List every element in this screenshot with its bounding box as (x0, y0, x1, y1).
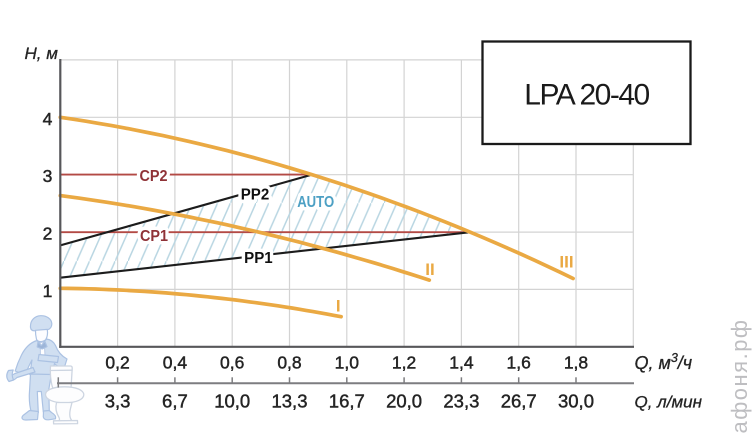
svg-text:CP2: CP2 (140, 168, 168, 185)
svg-text:13,3: 13,3 (271, 391, 307, 412)
svg-text:II: II (425, 260, 434, 279)
svg-text:1,4: 1,4 (449, 353, 474, 373)
svg-text:AUTO: AUTO (297, 194, 334, 211)
svg-text:1,8: 1,8 (564, 353, 588, 373)
svg-text:I: I (336, 297, 341, 316)
svg-text:CP1: CP1 (140, 228, 168, 245)
svg-text:0,2: 0,2 (105, 353, 129, 373)
svg-text:1: 1 (43, 281, 53, 301)
svg-text:Q, л/мин: Q, л/мин (635, 393, 703, 412)
svg-text:Q, м3/ч: Q, м3/ч (635, 351, 693, 373)
svg-text:H, м: H, м (25, 44, 59, 63)
svg-text:LPA 20-40: LPA 20-40 (524, 79, 649, 112)
svg-text:16,7: 16,7 (329, 391, 365, 412)
svg-text:афоня.рф: афоня.рф (727, 318, 752, 433)
svg-text:0,4: 0,4 (163, 353, 188, 373)
svg-text:PP2: PP2 (241, 187, 270, 204)
svg-text:3,3: 3,3 (105, 391, 131, 412)
svg-text:10,0: 10,0 (214, 391, 250, 412)
svg-text:III: III (559, 253, 573, 272)
svg-text:1,0: 1,0 (335, 353, 360, 373)
svg-text:30,0: 30,0 (558, 391, 594, 412)
svg-text:6,7: 6,7 (162, 391, 188, 412)
svg-text:3: 3 (43, 166, 53, 186)
svg-text:0,6: 0,6 (220, 353, 244, 373)
svg-text:4: 4 (43, 109, 53, 129)
svg-text:PP1: PP1 (244, 250, 273, 267)
svg-text:1,6: 1,6 (507, 353, 531, 373)
svg-text:0,8: 0,8 (277, 353, 301, 373)
svg-text:26,7: 26,7 (501, 391, 537, 412)
svg-text:2: 2 (43, 224, 53, 244)
svg-text:1,2: 1,2 (392, 353, 416, 373)
svg-text:20,0: 20,0 (386, 391, 422, 412)
svg-text:23,3: 23,3 (443, 391, 479, 412)
